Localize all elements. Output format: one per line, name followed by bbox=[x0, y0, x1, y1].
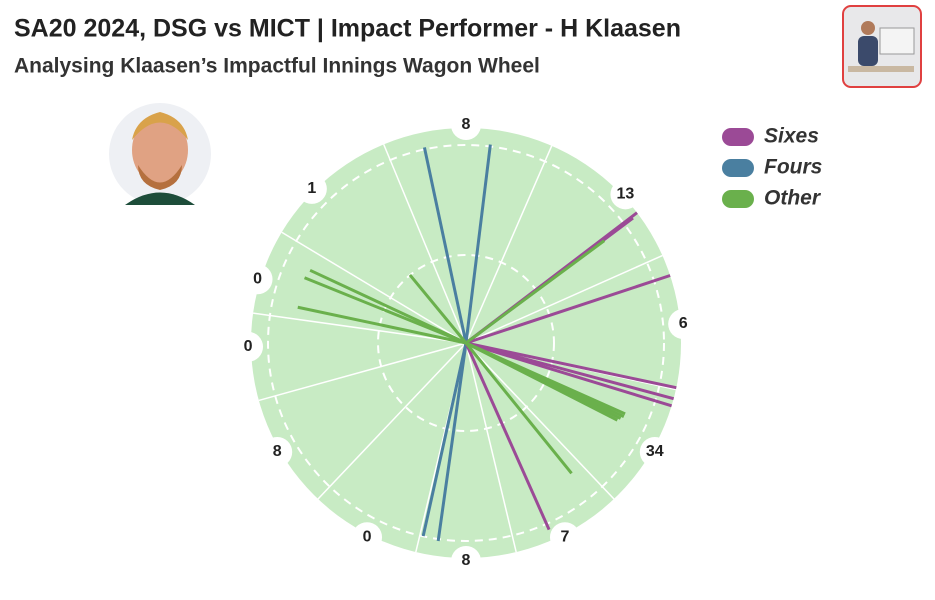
legend-label: Other bbox=[764, 187, 822, 210]
legend-label: Fours bbox=[764, 156, 822, 179]
legend-label: Sixes bbox=[764, 125, 819, 148]
sector-runs: 0 bbox=[363, 528, 372, 545]
legend-swatch bbox=[722, 128, 754, 146]
legend-swatch bbox=[722, 190, 754, 208]
inner-ring bbox=[377, 254, 555, 432]
sector-runs: 0 bbox=[253, 270, 262, 287]
sector-line bbox=[465, 145, 553, 344]
shot bbox=[465, 239, 606, 345]
shot bbox=[465, 341, 677, 390]
boundary-ring bbox=[267, 144, 665, 542]
sector-line bbox=[465, 254, 663, 344]
label-notch bbox=[668, 309, 699, 340]
label-notch bbox=[233, 331, 264, 362]
sector-line bbox=[252, 312, 467, 344]
label-notch bbox=[610, 179, 641, 210]
label-notch bbox=[451, 546, 481, 576]
shot bbox=[303, 276, 467, 345]
sector-runs: 7 bbox=[561, 528, 570, 545]
shot bbox=[465, 274, 671, 345]
shot bbox=[309, 268, 467, 345]
shot bbox=[436, 342, 468, 542]
sector-line bbox=[383, 144, 467, 344]
label-notch bbox=[352, 522, 383, 553]
legend: Sixes Fours Other bbox=[722, 125, 822, 210]
shot bbox=[408, 274, 468, 344]
label-notch bbox=[451, 110, 481, 140]
shot bbox=[421, 342, 468, 537]
avatar bbox=[842, 5, 922, 88]
title: SA20 2024, DSG vs MICT | Impact Performe… bbox=[14, 15, 681, 43]
label-notch bbox=[639, 437, 670, 467]
subtitle: Analysing Klaasen’s Impactful Innings Wa… bbox=[14, 55, 540, 78]
sector-line bbox=[258, 342, 467, 402]
sector-line bbox=[281, 231, 467, 344]
legend-swatch bbox=[722, 159, 754, 177]
label-notch bbox=[262, 437, 293, 467]
sector-line bbox=[465, 342, 615, 500]
sector-line bbox=[317, 342, 467, 500]
shot bbox=[422, 147, 468, 344]
label-notch bbox=[549, 522, 580, 553]
shot bbox=[464, 342, 551, 531]
sector-runs: 34 bbox=[646, 443, 664, 460]
sector-runs: 8 bbox=[273, 443, 282, 460]
sector-runs: 13 bbox=[617, 186, 635, 203]
shot bbox=[465, 341, 673, 408]
sector-runs: 8 bbox=[462, 116, 471, 133]
sector-runs: 1 bbox=[307, 180, 316, 197]
shot bbox=[464, 342, 573, 475]
sector-runs: 8 bbox=[462, 552, 471, 569]
player-photo bbox=[109, 103, 211, 205]
shot bbox=[297, 305, 467, 345]
wagon-wheel: 8 13 6 34 7 8 0 8 0 0 1 bbox=[233, 110, 699, 576]
shot bbox=[465, 341, 619, 422]
sector-runs: 0 bbox=[244, 338, 253, 355]
shot bbox=[464, 144, 492, 344]
sector-runs: 6 bbox=[679, 315, 688, 332]
label-notch bbox=[242, 264, 273, 295]
label-notch bbox=[296, 173, 327, 204]
sector-line bbox=[465, 342, 517, 553]
